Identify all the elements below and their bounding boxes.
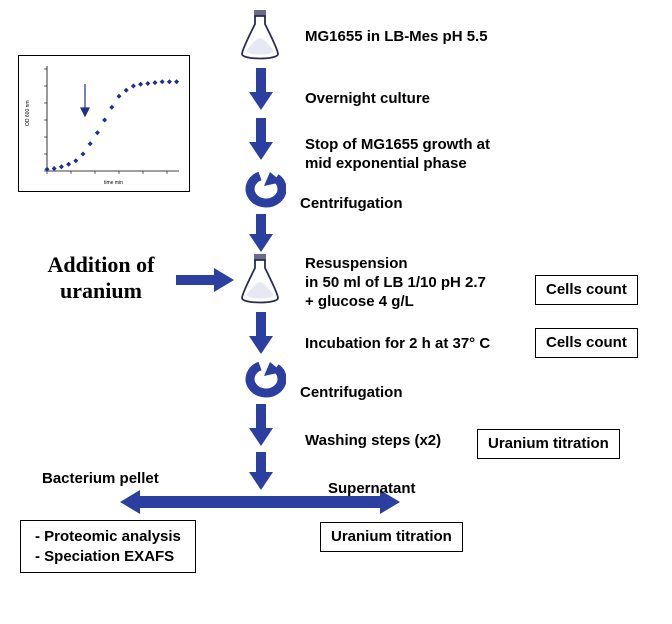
addition-label: Addition of uranium: [30, 252, 172, 305]
arrow-down-icon: [249, 68, 273, 115]
step6-label: Incubation for 2 h at 37° C: [305, 335, 490, 354]
chart-ylabel: OD 600 nm: [25, 100, 31, 126]
arrow-down-icon: [249, 312, 273, 359]
centrifuge-arrow-icon: [240, 362, 286, 405]
step8-label: Washing steps (x2): [305, 432, 441, 451]
uranium-titration-box: Uranium titration: [320, 522, 463, 552]
step5-label: Resuspension in 50 ml of LB 1/10 pH 2.7 …: [305, 255, 486, 311]
arrow-down-icon: [249, 118, 273, 165]
arrow-right-icon: [176, 268, 234, 297]
cells-count-box: Cells count: [535, 275, 638, 305]
step2-label: Overnight culture: [305, 90, 430, 109]
split-left-label: Bacterium pellet: [42, 470, 159, 489]
arrow-down-icon: [249, 214, 273, 257]
split-right-label: Supernatant: [328, 480, 416, 499]
growth-chart: OD 600 nm time min: [18, 55, 190, 192]
step7-label: Centrifugation: [300, 384, 403, 403]
arrow-down-icon: [249, 404, 273, 451]
uranium-titration-box: Uranium titration: [477, 429, 620, 459]
pellet-analysis-box: - Proteomic analysis - Speciation EXAFS: [20, 520, 196, 573]
step3-label: Stop of MG1655 growth at mid exponential…: [305, 136, 490, 174]
step1-label: MG1655 in LB-Mes pH 5.5: [305, 28, 488, 47]
cells-count-box: Cells count: [535, 328, 638, 358]
flask-icon: [234, 10, 286, 64]
flask-icon: [234, 254, 286, 308]
centrifuge-arrow-icon: [240, 172, 286, 215]
chart-xlabel: time min: [104, 180, 123, 186]
step4-label: Centrifugation: [300, 195, 403, 214]
